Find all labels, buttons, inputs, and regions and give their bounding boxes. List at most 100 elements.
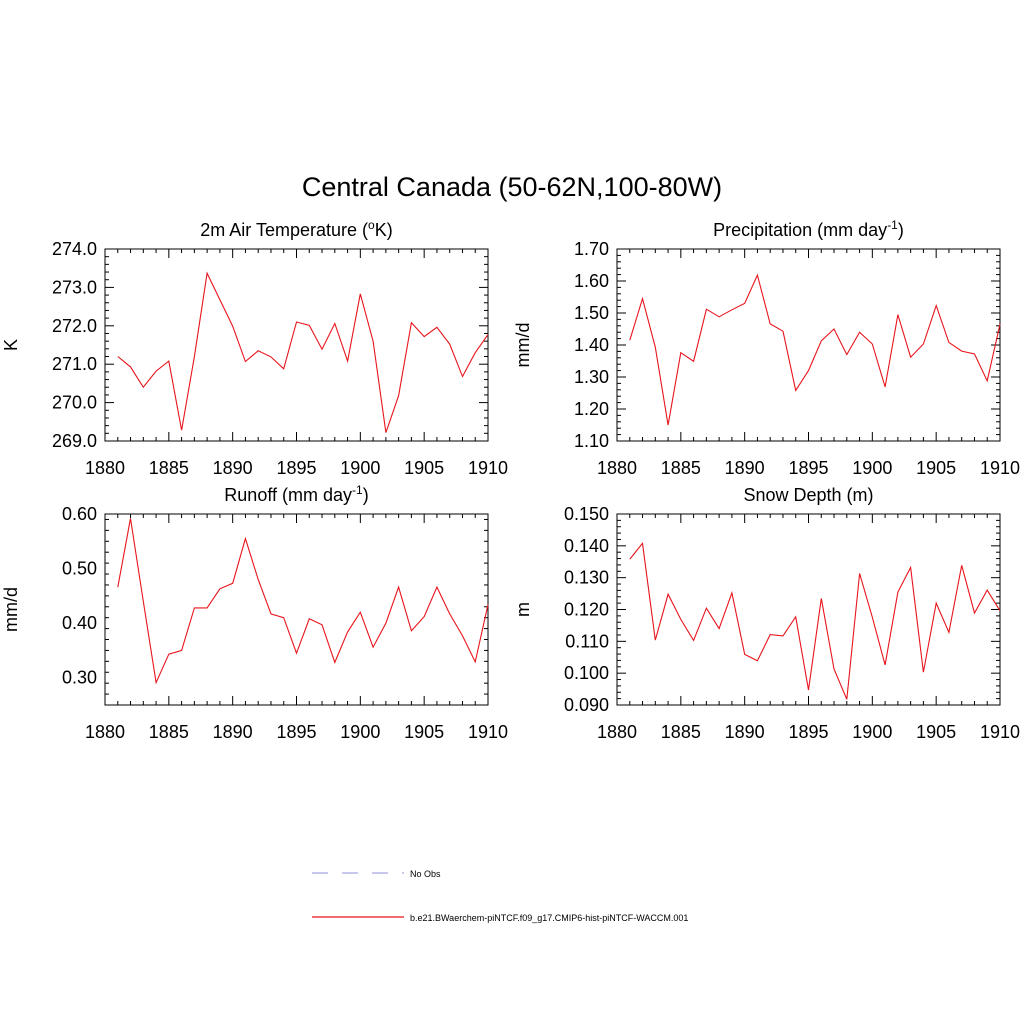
data-point [757, 660, 758, 661]
data-point [424, 336, 425, 337]
data-point [168, 654, 169, 655]
y-tick-label: 0.100 [564, 663, 609, 683]
x-tick-label: 1895 [276, 458, 316, 478]
data-point [667, 594, 668, 595]
data-point [347, 631, 348, 632]
data-point [872, 343, 873, 344]
data-point [258, 350, 259, 351]
x-tick-label: 1895 [788, 722, 828, 742]
data-point [859, 332, 860, 333]
plot-frame [616, 513, 1001, 706]
y-tick-label: 1.70 [574, 239, 609, 259]
data-point [859, 573, 860, 574]
y-axis-label: mm/d [1, 587, 21, 632]
plot-frame [104, 248, 489, 442]
data-point [923, 672, 924, 673]
data-point [475, 352, 476, 353]
data-point [885, 386, 886, 387]
data-point [232, 583, 233, 584]
y-tick-label: 1.30 [574, 367, 609, 387]
panel-1: 2m Air Temperature (oK) K 1880 1885 1890 1895… [1, 218, 508, 478]
data-point [897, 314, 898, 315]
data-point [846, 699, 847, 700]
data-point [283, 617, 284, 618]
plot-frame [104, 513, 489, 706]
y-axis-label: K [1, 339, 21, 351]
y-tick-label: 271.0 [52, 354, 97, 374]
data-point [143, 387, 144, 388]
x-tick-label: 1900 [340, 722, 380, 742]
data-point [143, 601, 144, 602]
panel-4: Snow Depth (m) m 1880 1885 1890 1895 1900 1905 1… [513, 485, 1020, 742]
y-tick-label: 274.0 [52, 239, 97, 259]
data-point [821, 340, 822, 341]
data-point [347, 361, 348, 362]
data-point [232, 326, 233, 327]
data-point [693, 640, 694, 641]
data-point [885, 664, 886, 665]
y-tick-label: 273.0 [52, 277, 97, 297]
x-tick-label: 1895 [276, 722, 316, 742]
data-point [436, 327, 437, 328]
data-point [296, 321, 297, 322]
x-tick-label: 1885 [661, 722, 701, 742]
legend: No Obs b.e21.BWaerchem-piNTCF.f09_g17.CM… [312, 869, 688, 923]
x-tick-label: 1885 [661, 458, 701, 478]
data-point [321, 349, 322, 350]
data-point [782, 635, 783, 636]
x-tick-label: 1905 [404, 458, 444, 478]
x-tick-label: 1905 [916, 458, 956, 478]
series-line [629, 273, 1001, 426]
data-point [744, 303, 745, 304]
data-point [872, 617, 873, 618]
data-point [207, 607, 208, 608]
data-point [449, 344, 450, 345]
x-tick-label: 1890 [725, 722, 765, 742]
data-point [757, 275, 758, 276]
data-point [334, 662, 335, 663]
x-tick-label: 1900 [852, 722, 892, 742]
data-point [462, 376, 463, 377]
x-tick-label: 1885 [149, 458, 189, 478]
data-point [398, 587, 399, 588]
data-point [219, 299, 220, 300]
data-point [155, 682, 156, 683]
data-point [936, 603, 937, 604]
data-point [948, 632, 949, 633]
data-point [821, 598, 822, 599]
legend-model-label: b.e21.BWaerchem-piNTCF.f09_g17.CMIP6-his… [410, 913, 688, 923]
x-tick-label: 1880 [597, 722, 637, 742]
data-point [642, 298, 643, 299]
x-tick-label: 1905 [916, 722, 956, 742]
x-tick-label: 1900 [340, 458, 380, 478]
y-tick-label: 272.0 [52, 316, 97, 336]
data-point [487, 604, 488, 605]
y-tick-label: 1.10 [574, 431, 609, 451]
data-point [373, 341, 374, 342]
data-point [731, 309, 732, 310]
data-point [846, 354, 847, 355]
data-point [629, 559, 630, 560]
y-tick-label: 0.60 [62, 504, 97, 524]
x-tick-label: 1880 [85, 458, 125, 478]
data-point [795, 616, 796, 617]
y-tick-label: 0.090 [564, 695, 609, 715]
y-axis-label: m [513, 602, 533, 617]
y-tick-label: 0.40 [62, 613, 97, 633]
data-point [987, 380, 988, 381]
data-point [706, 309, 707, 310]
series-line [117, 518, 489, 685]
data-point [999, 610, 1000, 611]
data-point [424, 616, 425, 617]
panel-title: Snow Depth (m) [743, 485, 873, 505]
data-point [923, 343, 924, 344]
data-point [808, 689, 809, 690]
data-point [910, 357, 911, 358]
x-tick-label: 1910 [468, 722, 508, 742]
series-line [629, 541, 1001, 700]
data-point [449, 613, 450, 614]
data-point [719, 316, 720, 317]
data-point [987, 589, 988, 590]
data-point [360, 612, 361, 613]
data-point [680, 619, 681, 620]
